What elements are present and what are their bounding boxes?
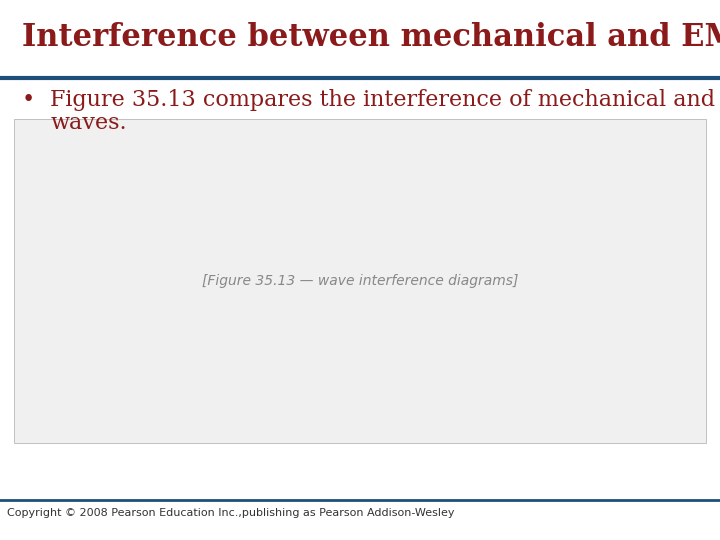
Text: •: • bbox=[22, 89, 35, 111]
Text: Copyright © 2008 Pearson Education Inc.,publishing as Pearson Addison-Wesley: Copyright © 2008 Pearson Education Inc.,… bbox=[7, 508, 455, 518]
Text: Interference between mechanical and EM waves: Interference between mechanical and EM w… bbox=[22, 22, 720, 52]
FancyBboxPatch shape bbox=[14, 119, 706, 443]
Text: [Figure 35.13 — wave interference diagrams]: [Figure 35.13 — wave interference diagra… bbox=[202, 274, 518, 288]
Text: Figure 35.13 compares the interference of mechanical and EM: Figure 35.13 compares the interference o… bbox=[50, 89, 720, 111]
Text: waves.: waves. bbox=[50, 112, 127, 134]
